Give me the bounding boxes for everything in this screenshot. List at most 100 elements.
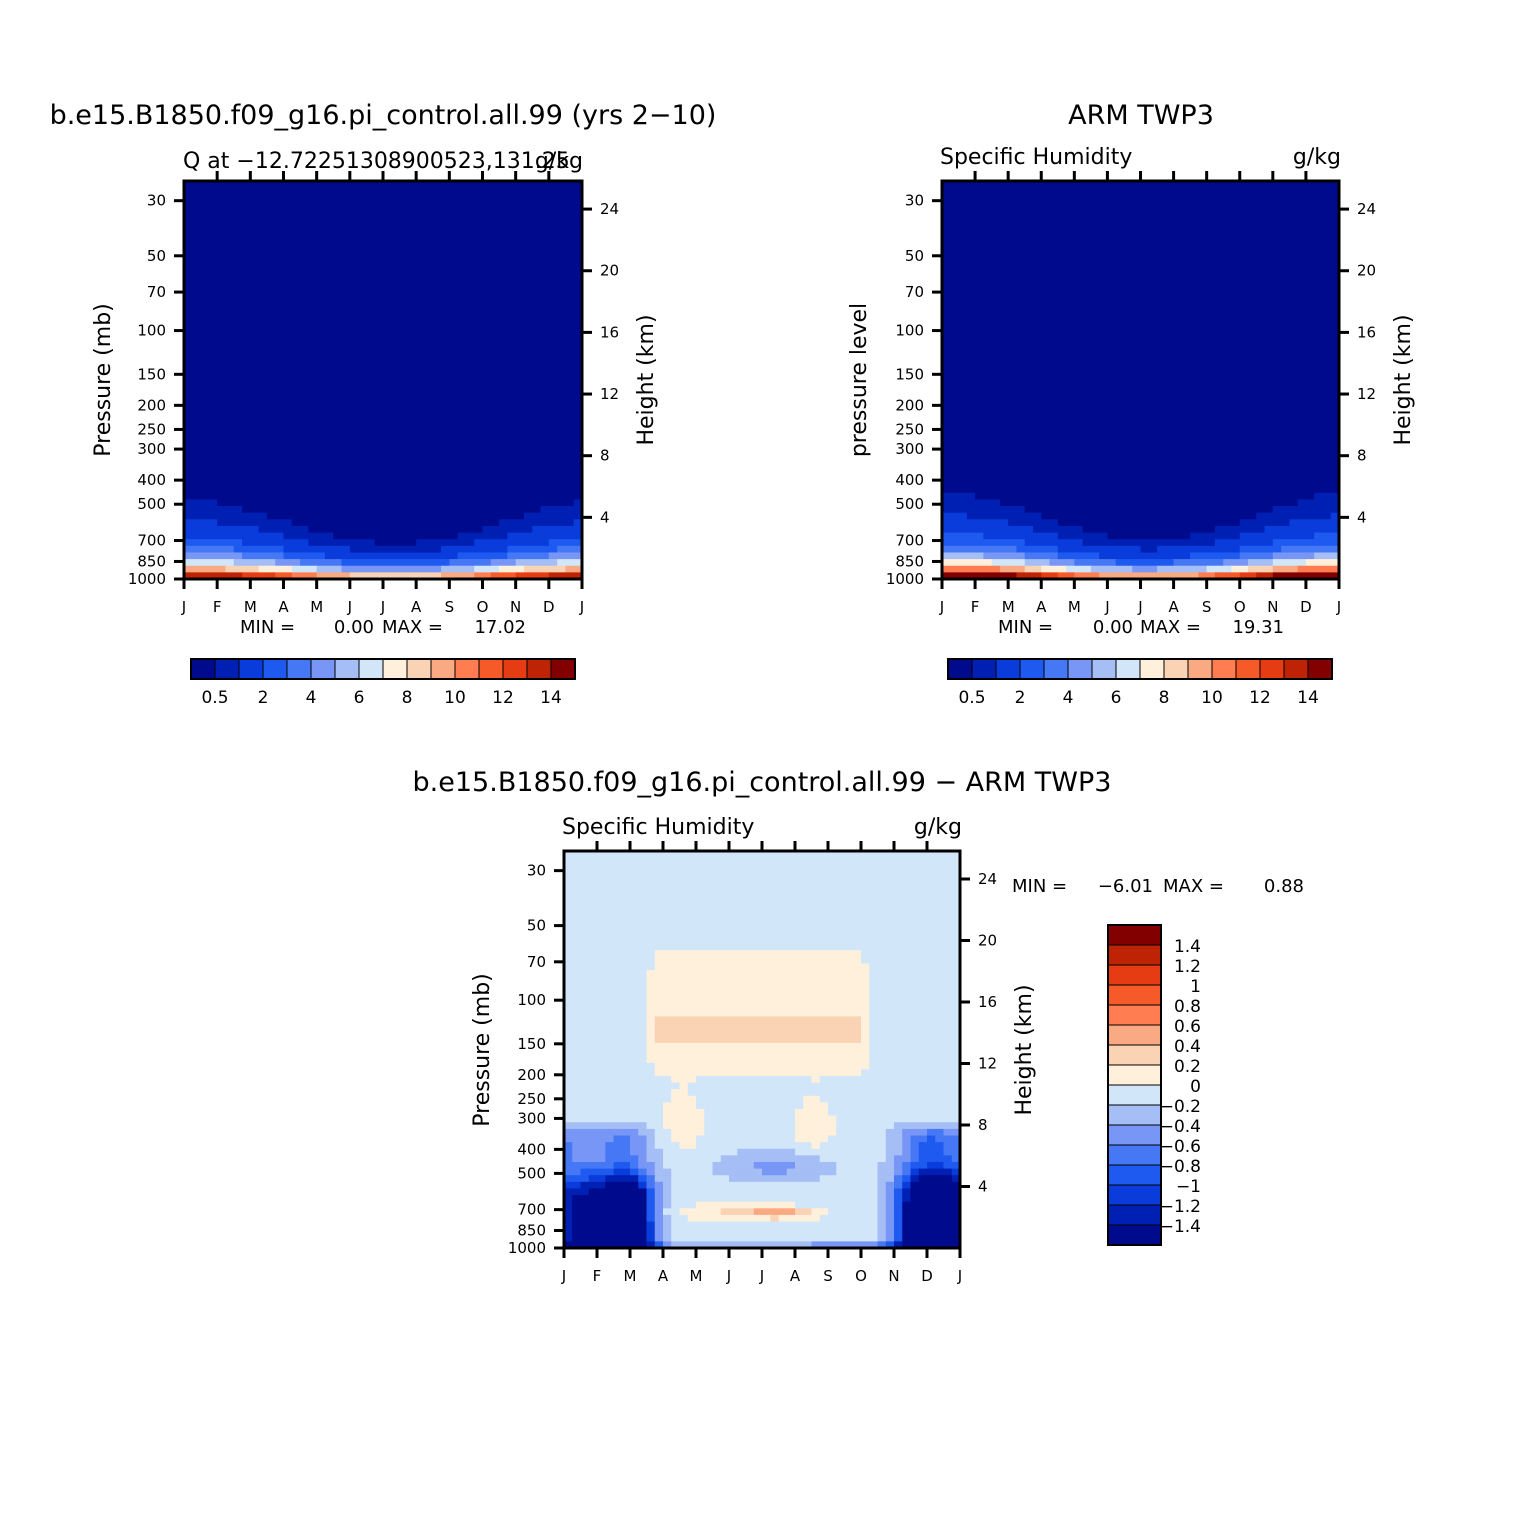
contour-cell <box>1214 539 1274 547</box>
contour-cell <box>836 1128 887 1137</box>
contour-cell <box>778 1214 821 1223</box>
colorbar-box <box>1307 658 1333 680</box>
contour-cell <box>894 1221 903 1229</box>
contour-cell <box>942 552 984 560</box>
contour-cell <box>811 1075 821 1084</box>
contour-cell <box>1157 545 1241 554</box>
colorbar-label: 1.2 <box>1174 957 1201 977</box>
contour-cell <box>1008 519 1059 527</box>
contour-cell <box>696 1201 796 1209</box>
contour-cell <box>564 956 656 965</box>
contour-cell <box>704 1109 796 1117</box>
contour-cell <box>942 247 1340 255</box>
contour-cell <box>646 1234 656 1242</box>
contour-cell <box>630 1135 648 1143</box>
contour-cell <box>184 280 583 288</box>
contour-cell <box>184 406 583 414</box>
contour-cell <box>902 1214 961 1223</box>
contour-cell <box>654 1036 862 1044</box>
contour-cell <box>184 366 583 374</box>
contour-cell <box>671 1188 879 1196</box>
contour-cell <box>507 545 558 554</box>
x-tick-label: J <box>957 1267 962 1285</box>
contour-cell <box>572 1201 648 1209</box>
contour-cell <box>1107 532 1191 540</box>
contour-cell <box>671 1195 879 1203</box>
contour-cell <box>942 559 993 567</box>
contour-cell <box>638 1181 648 1190</box>
contour-cell <box>564 1234 573 1242</box>
colorbar-box <box>502 658 528 680</box>
contour-cell <box>564 857 961 865</box>
contour-cell <box>572 1221 648 1229</box>
colorbar-label: −1.4 <box>1160 1217 1201 1237</box>
contour-cell <box>184 333 583 341</box>
contour-cell <box>564 1208 573 1216</box>
y-tick-label: 300 <box>517 1109 546 1127</box>
contour-cell <box>654 1228 664 1236</box>
colorbar-label: 14 <box>1297 688 1319 708</box>
colorbar-box <box>1107 944 1162 966</box>
colorbar-box <box>1107 1144 1162 1166</box>
panel1-max-value: 17.02 <box>474 617 526 638</box>
contour-cell <box>910 1142 920 1150</box>
y-tick-label: 70 <box>147 283 166 301</box>
colorbar-box <box>1235 658 1261 680</box>
x-tick-label: A <box>411 598 422 616</box>
contour-cell <box>572 1228 648 1236</box>
contour-cell <box>869 1042 961 1051</box>
contour-cell <box>942 227 1340 235</box>
contour-cell <box>548 539 583 547</box>
contour-cell <box>869 970 961 978</box>
y-right-tick-label: 16 <box>978 993 997 1011</box>
contour-cell <box>861 950 961 958</box>
contour-cell <box>861 1016 870 1024</box>
contour-cell <box>654 950 862 958</box>
contour-cell <box>894 1201 903 1209</box>
contour-cell <box>885 1208 895 1216</box>
colorbar-box <box>262 658 288 680</box>
contour-cell <box>540 506 583 514</box>
contour-cell <box>671 1228 879 1236</box>
contour-cell <box>184 572 243 580</box>
x-tick-label: S <box>1202 598 1212 616</box>
contour-cell <box>1248 565 1274 573</box>
contour-cell <box>184 293 583 301</box>
colorbar-label: 8 <box>1159 688 1170 708</box>
contour-cell <box>613 1168 631 1176</box>
contour-cell <box>877 1228 887 1236</box>
contour-cell <box>902 1161 912 1170</box>
contour-cell <box>795 1128 837 1137</box>
contour-cell <box>548 572 583 580</box>
contour-cell <box>184 539 243 547</box>
contour-cell <box>1024 539 1084 547</box>
contour-cell <box>885 1142 903 1150</box>
contour-cell <box>902 1135 912 1143</box>
contour-cell <box>942 426 1340 434</box>
contour-cell <box>942 499 1001 507</box>
panel2-ylabel: pressure level <box>847 303 872 457</box>
x-tick-label: J <box>726 1267 731 1285</box>
contour-cell <box>184 214 583 222</box>
x-tick-label: O <box>477 598 489 616</box>
y-tick-label: 700 <box>137 532 166 550</box>
contour-cell <box>564 870 961 879</box>
panel2-subtitle: Specific Humidity <box>940 145 1132 170</box>
contour-cell <box>1239 545 1282 554</box>
contour-cell <box>869 1003 961 1011</box>
contour-cell <box>869 1023 961 1031</box>
x-tick-label: M <box>244 598 257 616</box>
x-tick-label: M <box>690 1267 703 1285</box>
contour-cell <box>1297 499 1340 507</box>
colorbar-label: 4 <box>306 688 317 708</box>
contour-cell <box>564 1023 648 1031</box>
contour-cell <box>184 452 583 461</box>
contour-cell <box>654 1208 664 1216</box>
contour-cell <box>663 1102 697 1110</box>
contour-cell <box>1024 565 1042 573</box>
contour-cell <box>877 1208 887 1216</box>
contour-cell <box>918 1148 945 1156</box>
colorbar-box <box>358 658 384 680</box>
contour-cell <box>564 1188 590 1196</box>
contour-cell <box>1272 539 1340 547</box>
